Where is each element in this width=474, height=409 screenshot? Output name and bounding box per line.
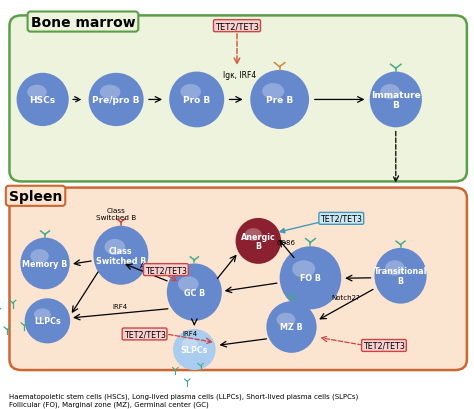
- Ellipse shape: [167, 264, 222, 321]
- Text: Memory B: Memory B: [22, 259, 68, 268]
- Ellipse shape: [276, 313, 295, 327]
- FancyBboxPatch shape: [9, 16, 467, 182]
- Ellipse shape: [25, 299, 70, 344]
- Text: Transitional
B: Transitional B: [374, 267, 427, 285]
- Text: LLPCs: LLPCs: [34, 317, 61, 326]
- Ellipse shape: [182, 338, 198, 350]
- Ellipse shape: [34, 308, 51, 321]
- Ellipse shape: [104, 239, 125, 256]
- Text: Class
Switched B: Class Switched B: [96, 208, 136, 220]
- Ellipse shape: [266, 301, 317, 353]
- Text: Bone marrow: Bone marrow: [31, 16, 135, 29]
- Ellipse shape: [292, 261, 315, 278]
- Ellipse shape: [89, 74, 144, 127]
- Text: Immature
B: Immature B: [371, 91, 420, 110]
- Text: IRF4: IRF4: [113, 303, 128, 309]
- Text: Pre/pro B: Pre/pro B: [92, 96, 140, 105]
- Ellipse shape: [385, 261, 405, 276]
- Ellipse shape: [374, 248, 427, 304]
- Ellipse shape: [180, 85, 201, 100]
- Text: Anergic
B: Anergic B: [241, 232, 276, 251]
- Text: TET2/TET3: TET2/TET3: [215, 22, 259, 31]
- Ellipse shape: [27, 85, 47, 100]
- Text: Haematopoietic stem cells (HSCs), Long-lived plasma cells (LLPCs), Short-lived p: Haematopoietic stem cells (HSCs), Long-l…: [9, 393, 359, 407]
- Ellipse shape: [173, 329, 216, 370]
- Text: GC B: GC B: [184, 288, 205, 297]
- Text: TET2/TET3: TET2/TET3: [363, 341, 405, 350]
- Text: AID: AID: [140, 263, 152, 269]
- Ellipse shape: [380, 85, 400, 100]
- Text: Spleen: Spleen: [9, 189, 62, 203]
- Text: TET2/TET3: TET2/TET3: [320, 214, 362, 223]
- Text: Notch2?: Notch2?: [332, 294, 360, 301]
- Ellipse shape: [245, 229, 262, 241]
- Ellipse shape: [17, 74, 69, 127]
- Ellipse shape: [250, 71, 309, 130]
- Text: FO B: FO B: [300, 274, 321, 283]
- Ellipse shape: [178, 276, 199, 292]
- Ellipse shape: [169, 72, 224, 128]
- Text: MZ B: MZ B: [280, 323, 303, 332]
- Ellipse shape: [30, 249, 49, 264]
- FancyBboxPatch shape: [9, 188, 467, 370]
- Ellipse shape: [236, 218, 281, 264]
- Text: Pro B: Pro B: [183, 96, 210, 105]
- Text: IRF4: IRF4: [182, 330, 197, 337]
- Text: Igκ, IRF4: Igκ, IRF4: [223, 71, 256, 80]
- Ellipse shape: [100, 85, 120, 100]
- Ellipse shape: [370, 72, 422, 128]
- Text: HSCs: HSCs: [29, 96, 56, 105]
- Text: TET2/TET3: TET2/TET3: [145, 265, 187, 274]
- Ellipse shape: [262, 84, 284, 100]
- Ellipse shape: [93, 226, 148, 285]
- Text: SLPCs: SLPCs: [181, 345, 208, 354]
- Text: TET2/TET3: TET2/TET3: [124, 330, 165, 339]
- Text: Pre B: Pre B: [266, 96, 293, 105]
- Text: CD86: CD86: [277, 239, 296, 245]
- Ellipse shape: [280, 247, 341, 310]
- Text: Class
Switched B: Class Switched B: [96, 246, 146, 265]
- Ellipse shape: [20, 238, 70, 290]
